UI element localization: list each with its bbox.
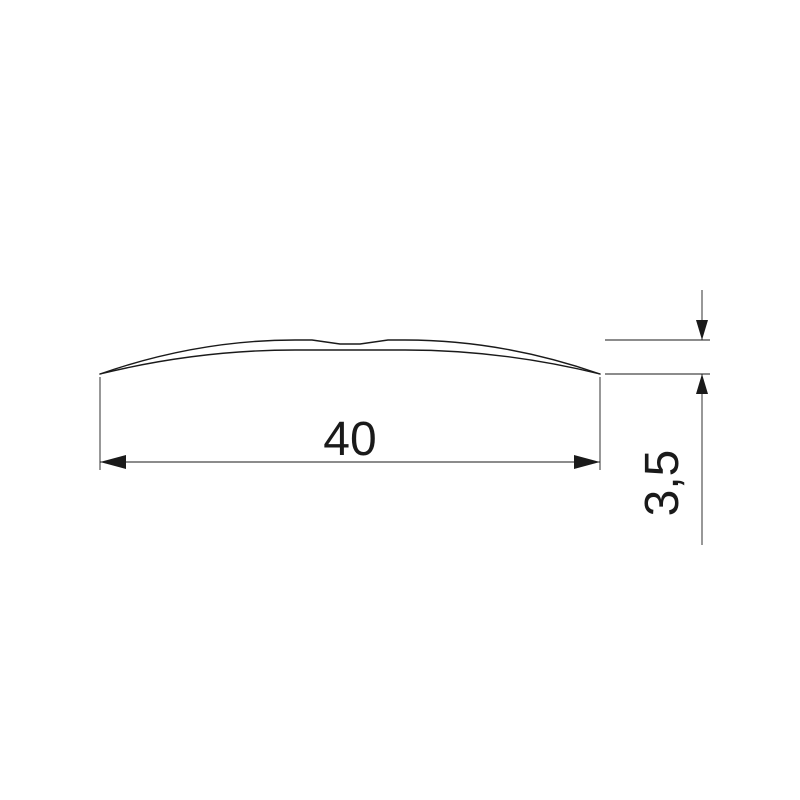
technical-drawing: 40 3,5 [0, 0, 800, 800]
height-dimension: 3,5 [605, 290, 710, 545]
height-dimension-value: 3,5 [636, 450, 689, 517]
profile-cross-section [100, 340, 600, 374]
width-dimension: 40 [100, 377, 600, 470]
width-dimension-value: 40 [323, 413, 376, 466]
